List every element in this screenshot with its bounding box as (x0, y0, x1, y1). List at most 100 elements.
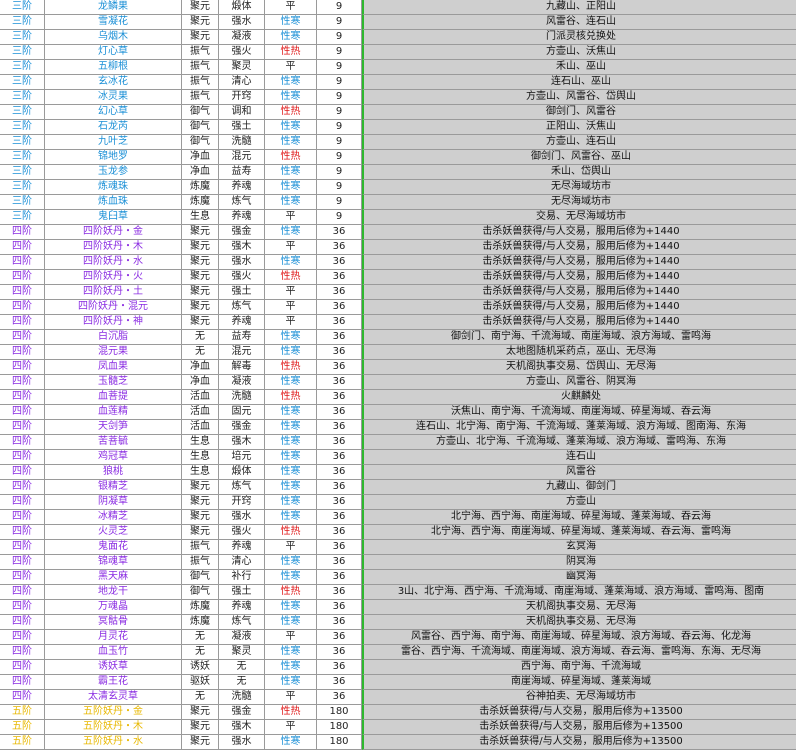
grade-cell: 三阶 (0, 75, 45, 90)
source-cell: 天机阁执事交易、无尽海 (362, 600, 796, 615)
level-cell: 36 (317, 345, 362, 360)
level-cell: 9 (317, 180, 362, 195)
property-cell: 凝液 (219, 30, 265, 45)
name-cell: 雪凝花 (45, 15, 182, 30)
temperature-cell: 性寒 (265, 225, 317, 240)
property-cell: 洗髓 (219, 135, 265, 150)
temperature-cell: 平 (265, 210, 317, 225)
property-cell: 固元 (219, 405, 265, 420)
temperature-cell: 性寒 (265, 435, 317, 450)
source-cell: 天机阁执事交易、岱舆山、无尽海 (362, 360, 796, 375)
grade-cell: 四阶 (0, 660, 45, 675)
effect-cell: 净血 (182, 150, 219, 165)
table-row: 四阶 四阶妖丹・火 聚元 强火 性热 36 击杀妖兽获得/与人交易，服用后修为+1440 (0, 270, 796, 285)
grade-cell: 四阶 (0, 390, 45, 405)
temperature-cell: 性寒 (265, 480, 317, 495)
table-row: 四阶 银精芝 聚元 炼气 性寒 36 九藏山、御剑门 (0, 480, 796, 495)
effect-cell: 生息 (182, 435, 219, 450)
table-row: 四阶 鬼面花 振气 养魂平 36 玄冥海 (0, 540, 796, 555)
name-cell: 四阶妖丹・木 (45, 240, 182, 255)
grade-cell: 四阶 (0, 420, 45, 435)
name-cell: 狼桃 (45, 465, 182, 480)
temperature-cell: 性寒 (265, 15, 317, 30)
effect-cell: 聚元 (182, 285, 219, 300)
source-cell: 门派灵核兑换处 (362, 30, 796, 45)
grade-cell: 三阶 (0, 45, 45, 60)
effect-cell: 振气 (182, 60, 219, 75)
name-cell: 五阶妖丹・金 (45, 705, 182, 720)
level-cell: 36 (317, 270, 362, 285)
table-row: 三阶 炼血珠 炼魔 炼气 性寒 9 无尽海域坊市 (0, 195, 796, 210)
grade-cell: 四阶 (0, 315, 45, 330)
source-cell: 方壶山 (362, 495, 796, 510)
level-cell: 180 (317, 735, 362, 750)
source-cell: 北宁海、西宁海、南崖海域、碎星海域、蓬莱海域、吞云海、雷鸣海 (362, 525, 796, 540)
name-cell: 九叶芝 (45, 135, 182, 150)
table-row: 四阶 血莲精 活血 固元 性寒 36 沃焦山、南宁海、千流海域、南崖海域、碎星海域、吞云海 (0, 405, 796, 420)
name-cell: 四阶妖丹・土 (45, 285, 182, 300)
temperature-cell: 性寒 (265, 675, 317, 690)
effect-cell: 聚元 (182, 510, 219, 525)
property-cell: 强金 (219, 225, 265, 240)
name-cell: 石龙芮 (45, 120, 182, 135)
name-cell: 五阶妖丹・水 (45, 735, 182, 750)
level-cell: 36 (317, 570, 362, 585)
table-row: 四阶 玉髓芝 净血 凝液 性寒 36 方壶山、风雷谷、阴冥海 (0, 375, 796, 390)
temperature-cell: 性寒 (265, 510, 317, 525)
source-cell: 太地图随机采药点，巫山、无尽海 (362, 345, 796, 360)
level-cell: 36 (317, 300, 362, 315)
effect-cell: 振气 (182, 75, 219, 90)
source-cell: 方壶山、沃焦山 (362, 45, 796, 60)
temperature-cell: 性寒 (265, 90, 317, 105)
table-row: 三阶 雪凝花 聚元 强水 性寒 9 风雷谷、连石山 (0, 15, 796, 30)
grade-cell: 四阶 (0, 240, 45, 255)
source-cell: 方壶山、风雷谷、阴冥海 (362, 375, 796, 390)
property-cell: 强水 (219, 735, 265, 750)
property-cell: 强火 (219, 45, 265, 60)
table-row: 四阶 鸡冠草 生息 培元 性寒 36 连石山 (0, 450, 796, 465)
property-cell: 无 (219, 675, 265, 690)
temperature-cell: 性寒 (265, 120, 317, 135)
source-cell: 方壶山、连石山 (362, 135, 796, 150)
temperature-cell: 平 (265, 540, 317, 555)
level-cell: 36 (317, 510, 362, 525)
temperature-cell: 性寒 (265, 330, 317, 345)
level-cell: 36 (317, 375, 362, 390)
property-cell: 清心 (219, 75, 265, 90)
effect-cell: 无 (182, 345, 219, 360)
effect-cell: 聚元 (182, 480, 219, 495)
name-cell: 鬼面花 (45, 540, 182, 555)
table-row: 三阶 灯心草 振气 强火 性热 9 方壶山、沃焦山 (0, 45, 796, 60)
name-cell: 万魂晶 (45, 600, 182, 615)
level-cell: 36 (317, 330, 362, 345)
table-row: 四阶 四阶妖丹・木 聚元 强木平 36 击杀妖兽获得/与人交易，服用后修为+1440 (0, 240, 796, 255)
table-row: 四阶 四阶妖丹・土 聚元 强土平 36 击杀妖兽获得/与人交易，服用后修为+1440 (0, 285, 796, 300)
name-cell: 玉髓芝 (45, 375, 182, 390)
level-cell: 36 (317, 615, 362, 630)
table-row: 四阶 四阶妖丹・神 聚元 养魂平 36 击杀妖兽获得/与人交易，服用后修为+1440 (0, 315, 796, 330)
temperature-cell: 性热 (265, 150, 317, 165)
table-row: 四阶 血玉竹无聚灵 性寒 36 雷谷、西宁海、千流海域、南崖海域、浪方海域、吞云海、雷鸣… (0, 645, 796, 660)
effect-cell: 聚元 (182, 525, 219, 540)
table-row: 四阶 白沉脂无益寿 性寒 36 御剑门、南宁海、千流海域、南崖海域、浪方海域、雷鸣海 (0, 330, 796, 345)
name-cell: 凤血果 (45, 360, 182, 375)
table-row: 四阶 火灵芝 聚元 强火 性热 36 北宁海、西宁海、南崖海域、碎星海域、蓬莱海域、吞云海、… (0, 525, 796, 540)
table-row: 三阶 冰灵果 振气 开窍 性寒 9 方壶山、风雷谷、岱舆山 (0, 90, 796, 105)
level-cell: 36 (317, 315, 362, 330)
effect-cell: 无 (182, 645, 219, 660)
effect-cell: 炼魔 (182, 180, 219, 195)
level-cell: 36 (317, 600, 362, 615)
temperature-cell: 性热 (265, 270, 317, 285)
level-cell: 36 (317, 525, 362, 540)
table-row: 四阶 冰精芝 聚元 强水 性寒 36 北宁海、西宁海、南崖海域、碎星海域、蓬莱海域、吞云海 (0, 510, 796, 525)
property-cell: 培元 (219, 450, 265, 465)
source-cell: 击杀妖兽获得/与人交易，服用后修为+1440 (362, 225, 796, 240)
grade-cell: 四阶 (0, 255, 45, 270)
table-row: 五阶 五阶妖丹・水 聚元 强水 性寒 180 击杀妖兽获得/与人交易，服用后修为+13500 (0, 735, 796, 750)
source-cell: 禾山、岱舆山 (362, 165, 796, 180)
level-cell: 36 (317, 405, 362, 420)
grade-cell: 四阶 (0, 615, 45, 630)
table-row: 四阶 苦菩毓 生息 强木 性寒 36 方壶山、北宁海、千流海域、蓬莱海域、浪方海域、雷鸣海、… (0, 435, 796, 450)
table-row: 四阶 霸王花 驱妖无性寒 36 南崖海域、碎星海域、蓬莱海域 (0, 675, 796, 690)
source-cell: 击杀妖兽获得/与人交易，服用后修为+13500 (362, 720, 796, 735)
